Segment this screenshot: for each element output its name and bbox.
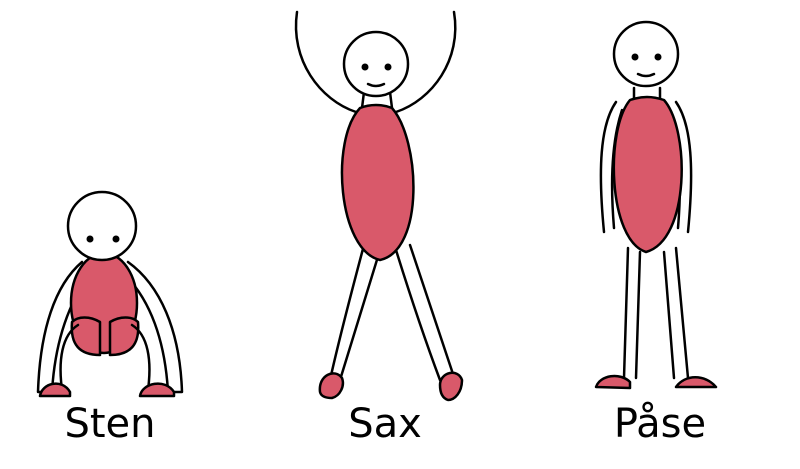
pase-left-leg [622,246,630,380]
pase-torso [612,95,683,254]
sax-right-foot [438,371,464,402]
pase-left-eye [631,53,639,61]
sten-left-leg [70,316,102,357]
sax-arms-right [394,10,457,114]
sten-right-shin [130,323,151,392]
sax-right-leg-inner [408,243,457,382]
sax-torso [340,103,415,262]
sax-left-leg [328,243,366,382]
figure-pase [594,20,718,390]
sax-mouth [366,82,386,88]
sten-left-foot [38,382,72,398]
pase-right-leg-inner [674,246,690,380]
sten-right-arm [123,260,184,394]
pase-right-arm [674,100,693,234]
figure-label-sax: Sax [348,401,422,447]
pase-head [612,20,680,88]
sax-left-leg-inner [338,248,382,382]
pase-right-eye [654,53,662,61]
figure-sax [294,10,464,402]
sax-right-eye [384,63,392,71]
sten-right-leg [108,316,140,357]
sten-right-eye [112,235,120,243]
figure-label-pase: Påse [613,401,707,447]
pase-left-leg-inner [634,250,642,380]
sten-left-eye [86,235,94,243]
sten-left-shin [59,323,80,392]
sax-left-eye [361,63,369,71]
sax-left-foot [318,372,345,400]
figure-sten [36,190,184,398]
sten-head [66,190,138,262]
pase-right-foot [674,376,718,389]
sten-right-foot [138,382,176,398]
pase-left-foot [594,374,632,390]
sax-head [342,30,410,98]
sax-arms [294,10,358,114]
pase-left-arm [599,100,618,234]
sax-right-leg [394,248,442,382]
pase-right-leg [662,250,676,380]
pase-mouth [636,72,656,78]
figure-label-sten: Sten [64,401,156,447]
